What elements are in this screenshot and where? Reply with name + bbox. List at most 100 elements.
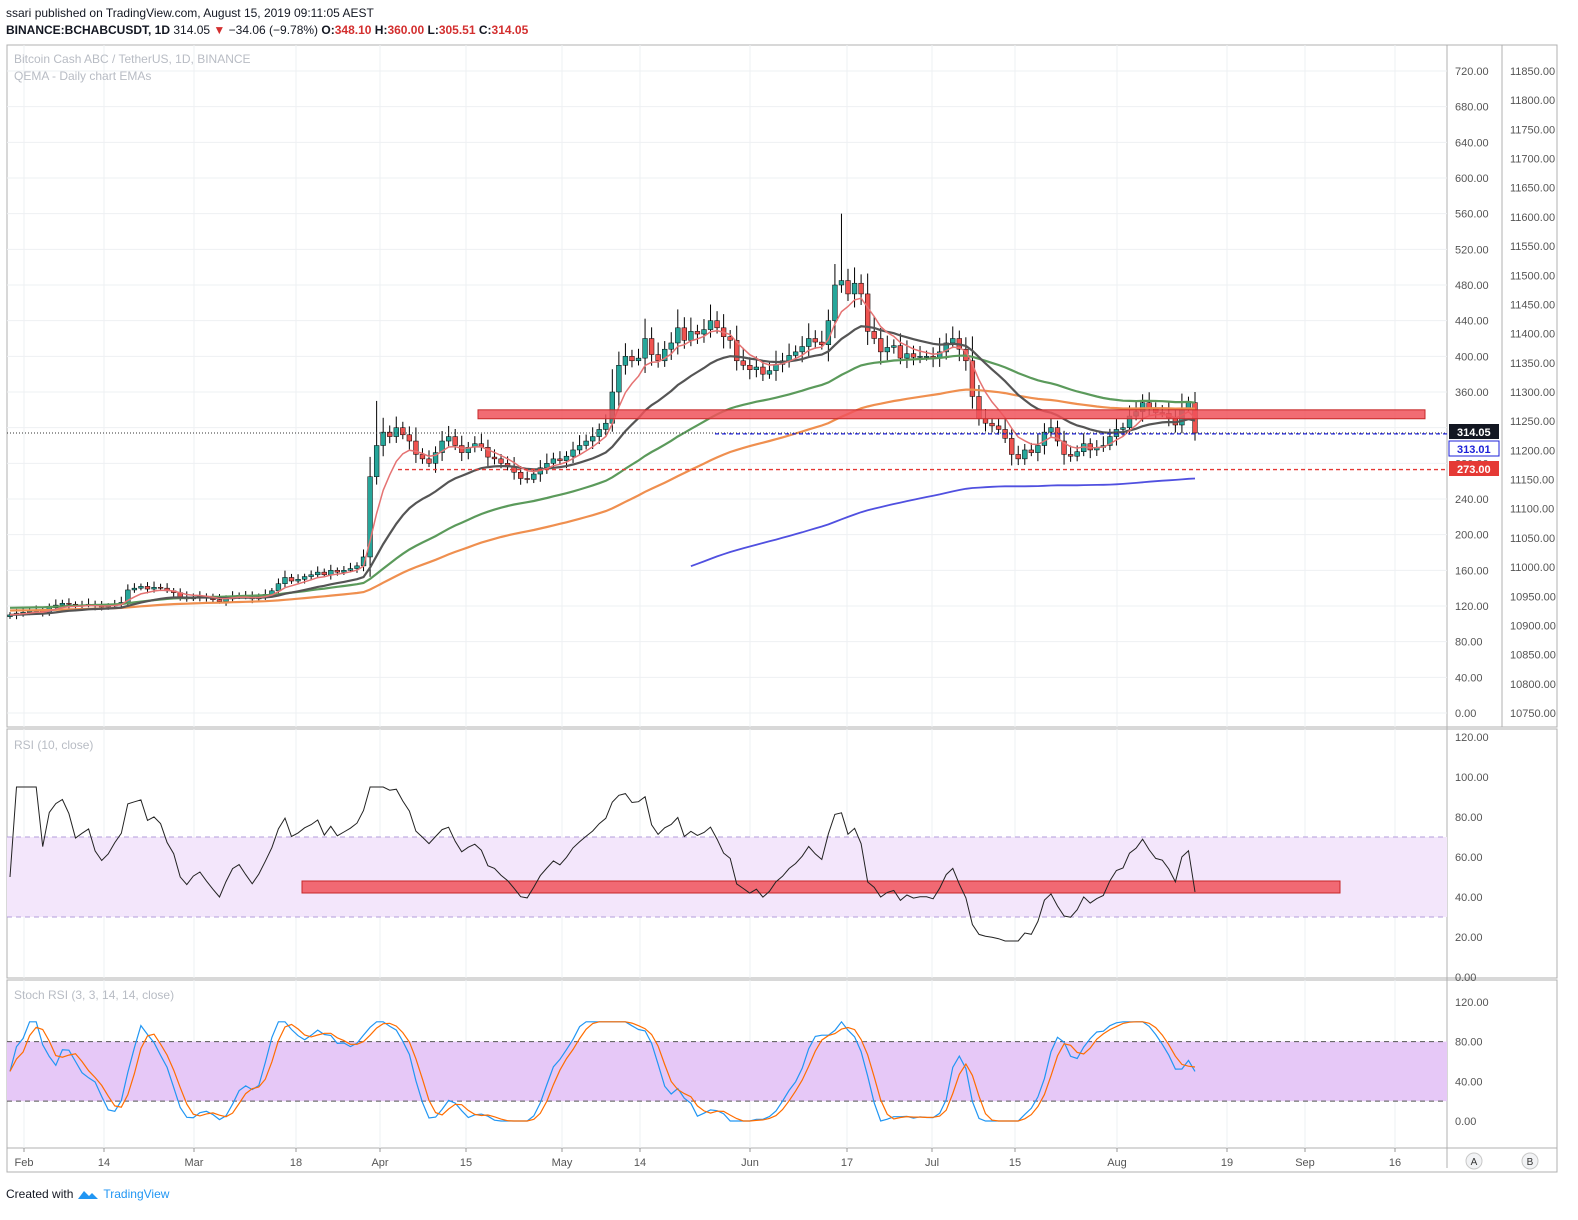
y-tick-label: 160.00 (1455, 565, 1489, 577)
ema-dark (9, 325, 1196, 616)
x-tick-label: 18 (290, 1157, 302, 1169)
x-tick-label: 19 (1221, 1157, 1233, 1169)
y-tick-label: 680.00 (1455, 102, 1489, 114)
rsi-band (7, 837, 1447, 917)
y2-tick-label: 11000.00 (1510, 562, 1555, 574)
price-label-box (1448, 440, 1500, 457)
y-tick-label: 40.00 (1455, 672, 1483, 684)
candle-body (295, 579, 301, 582)
candle-body (1061, 440, 1067, 455)
candle-body (1107, 436, 1113, 446)
candle-body (1028, 449, 1034, 453)
candle-body (498, 458, 504, 464)
candle-body (1015, 454, 1021, 460)
candle-body (648, 338, 655, 355)
candle-body (131, 587, 138, 591)
open-label: O: (321, 23, 335, 37)
brand[interactable]: TradingView (103, 1187, 170, 1201)
candle-body (838, 280, 845, 286)
y2-tick-label: 11450.00 (1510, 299, 1555, 311)
close-label: C: (478, 23, 492, 37)
rsi-title: RSI (10, close) (14, 738, 93, 752)
candle-body (760, 366, 766, 375)
x-tick-label: Jul (925, 1157, 939, 1169)
candle-body (1067, 454, 1074, 457)
candle-body (301, 576, 308, 580)
button-a[interactable]: A (1465, 1152, 1483, 1170)
pane-frame-1 (6, 44, 1558, 728)
candle-body (910, 353, 917, 358)
ema-fast (9, 297, 1196, 616)
candle-body (590, 436, 596, 442)
created-with: Created with (6, 1187, 74, 1201)
price-label-box (1449, 461, 1499, 476)
candle-body (845, 280, 851, 295)
candle-body (969, 360, 976, 397)
candle-body (563, 455, 570, 461)
candle-body (485, 447, 491, 458)
y2-tick-label: 11750.00 (1510, 124, 1555, 136)
candle-body (943, 342, 949, 353)
rsi-tick-label: 0.00 (1455, 972, 1476, 984)
x-tick-label: 14 (98, 1157, 110, 1169)
candle-body (616, 365, 622, 393)
stoch-band (7, 1041, 1447, 1102)
candle-body (373, 445, 380, 477)
candle-body (491, 456, 498, 460)
x-tick-label: Apr (371, 1157, 388, 1169)
candle-body (806, 338, 812, 347)
y2-tick-label: 11700.00 (1510, 154, 1555, 166)
rsi-tick-label: 80.00 (1455, 812, 1483, 824)
candle-body (655, 354, 661, 362)
y2-tick-label: 11500.00 (1510, 270, 1555, 282)
candle-body (675, 327, 681, 344)
candle-body (393, 427, 399, 437)
candle-body (596, 429, 602, 437)
candle-body (635, 357, 642, 362)
price-label: 314.05 (1457, 427, 1491, 439)
y2-tick-label: 11350.00 (1510, 358, 1555, 370)
y-tick-label: 80.00 (1455, 637, 1483, 649)
candle-body (642, 338, 648, 359)
candle-body (871, 331, 877, 339)
candle-body (982, 418, 989, 424)
candle-body (740, 360, 746, 366)
candle-body (681, 327, 687, 341)
candle-body (557, 458, 563, 461)
publish-line: ssari published on TradingView.com, Augu… (6, 6, 374, 20)
y-tick-label: 640.00 (1455, 137, 1489, 149)
candle-body (380, 431, 386, 446)
candle-body (406, 434, 413, 442)
candle-body (1048, 427, 1054, 433)
y-tick-label: 520.00 (1455, 244, 1489, 256)
ema-blue (690, 477, 1196, 568)
candle-body (439, 440, 445, 453)
candle-body (426, 458, 432, 464)
button-b[interactable]: B (1521, 1152, 1539, 1170)
rsi-line (9, 786, 1196, 942)
candle-body (688, 331, 694, 341)
y-tick-label: 440.00 (1455, 316, 1489, 328)
quote-line: BINANCE:BCHABCUSDT, 1D 314.05 ▼ −34.06 (… (6, 23, 528, 37)
y2-tick-label: 11400.00 (1510, 329, 1555, 341)
candle-body (917, 356, 923, 358)
candle-body (576, 445, 583, 451)
low-value: 305.51 (438, 23, 476, 37)
y-tick-label: 200.00 (1455, 530, 1489, 542)
candle-body (321, 571, 327, 576)
candle-body (151, 587, 157, 590)
candle-body (701, 329, 707, 335)
candle-body (1009, 438, 1015, 455)
candle-body (1120, 427, 1126, 430)
candle-body (734, 340, 740, 362)
button-b-label: B (1527, 1157, 1534, 1168)
x-tick-label: Jun (741, 1157, 759, 1169)
button-a-label: A (1471, 1157, 1478, 1168)
candle-body (419, 454, 426, 460)
change: −34.06 (−9.78%) (228, 23, 319, 37)
price-label: 273.00 (1457, 464, 1491, 476)
y2-tick-label: 10950.00 (1510, 591, 1556, 603)
stoch-tick-label: 120.00 (1455, 997, 1489, 1009)
candle-body (570, 449, 576, 457)
